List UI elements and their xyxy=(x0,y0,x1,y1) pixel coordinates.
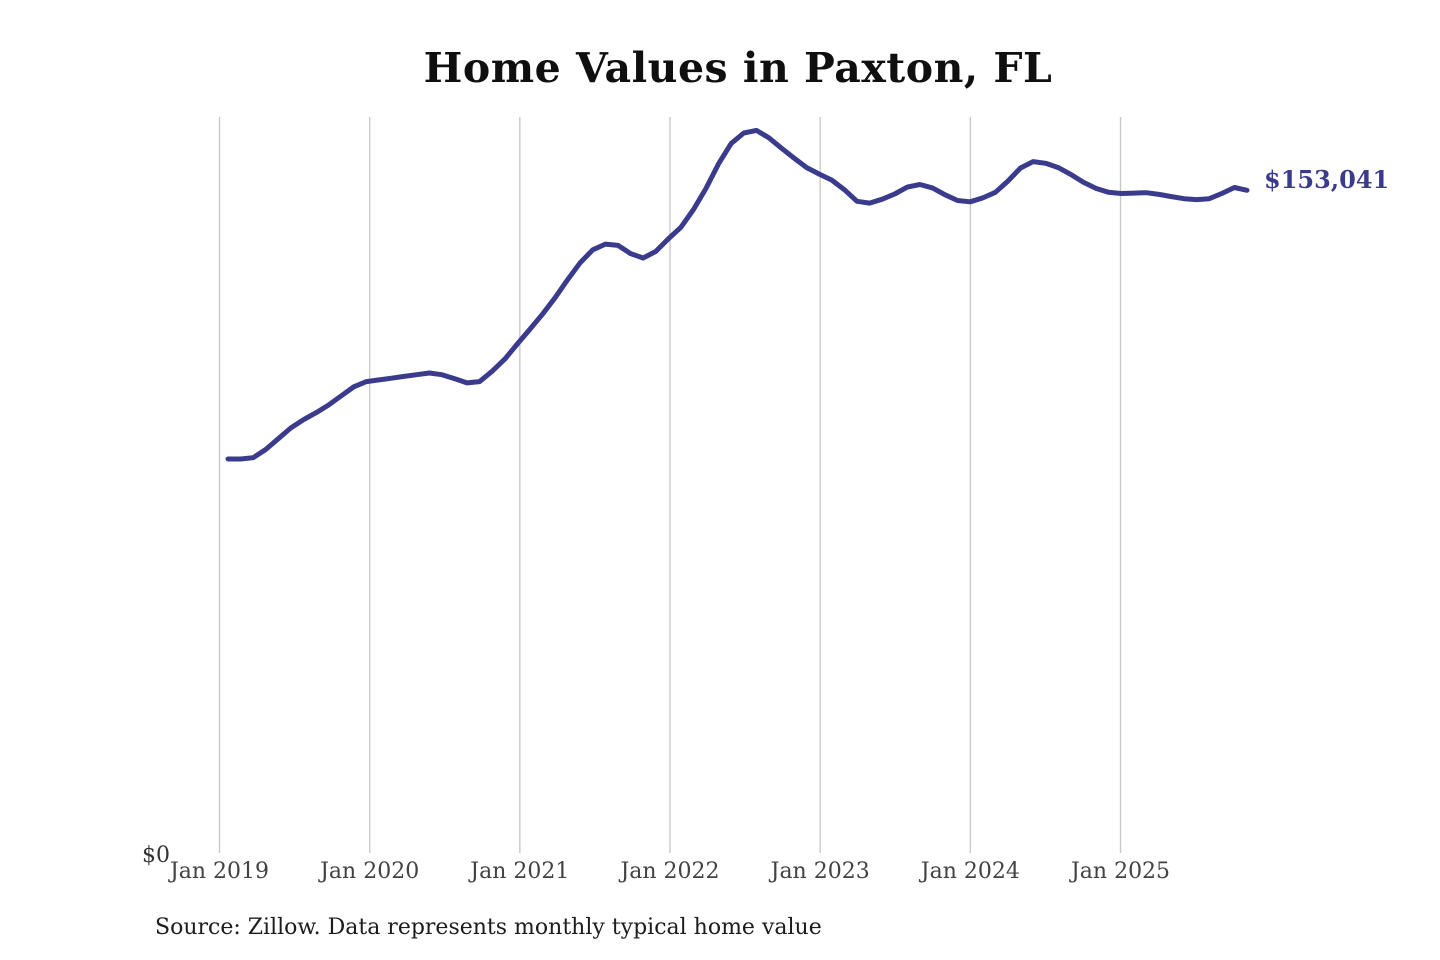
chart-title: Home Values in Paxton, FL xyxy=(423,44,1053,92)
y-axis-zero-label: $0 xyxy=(142,843,170,868)
x-tick-label: Jan 2022 xyxy=(620,859,720,884)
latest-value-label: $153,041 xyxy=(1264,165,1390,194)
x-tick-label: Jan 2025 xyxy=(1070,859,1171,884)
x-tick-label: Jan 2021 xyxy=(470,859,570,884)
x-tick-label: Jan 2019 xyxy=(169,859,270,884)
year-gridlines xyxy=(218,117,1122,853)
x-tick-label: Jan 2024 xyxy=(920,859,1020,884)
home-value-line xyxy=(225,127,1250,462)
x-tick-label: Jan 2023 xyxy=(770,859,870,884)
source-note: Source: Zillow. Data represents monthly … xyxy=(155,915,822,940)
x-tick-label: Jan 2020 xyxy=(320,859,420,884)
